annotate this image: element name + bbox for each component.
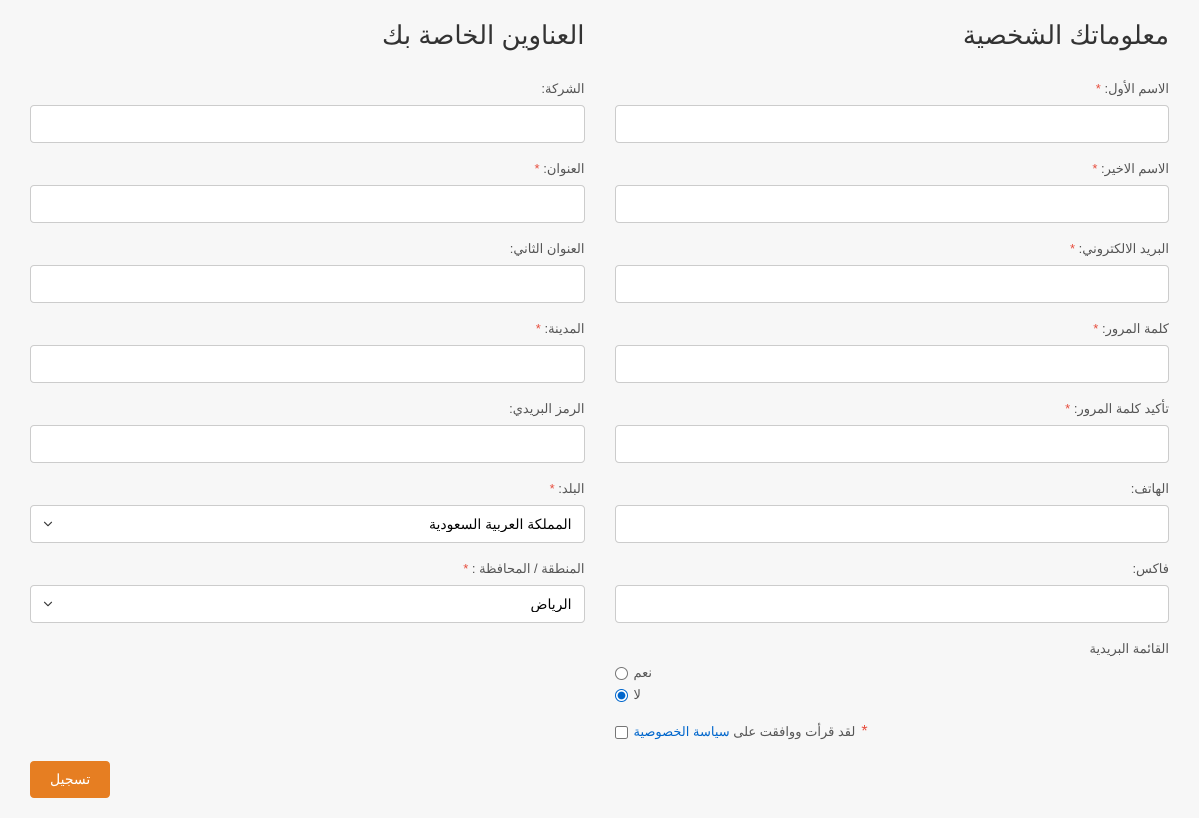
privacy-link[interactable]: سياسة الخصوصية (634, 724, 730, 739)
required-mark: * (1070, 241, 1075, 256)
address-heading: العناوين الخاصة بك (30, 20, 585, 51)
submit-button[interactable]: تسجيل (30, 761, 110, 798)
newsletter-yes-radio[interactable] (615, 667, 628, 680)
personal-info-heading: معلوماتك الشخصية (615, 20, 1170, 51)
address-column: العناوين الخاصة بك الشركة: العنوان: * ال… (30, 20, 585, 741)
password-label: كلمة المرور: * (615, 321, 1170, 337)
region-group: المنطقة / المحافظة : * الرياض (30, 561, 585, 623)
address2-input[interactable] (30, 265, 585, 303)
city-input[interactable] (30, 345, 585, 383)
password-group: كلمة المرور: * (615, 321, 1170, 383)
required-mark: * (463, 561, 468, 576)
password-input[interactable] (615, 345, 1170, 383)
phone-group: الهاتف: (615, 481, 1170, 543)
confirm-password-group: تأكيد كلمة المرور: * (615, 401, 1170, 463)
required-mark: * (550, 481, 555, 496)
company-input[interactable] (30, 105, 585, 143)
country-label: البلد: * (30, 481, 585, 497)
region-label: المنطقة / المحافظة : * (30, 561, 585, 577)
address1-group: العنوان: * (30, 161, 585, 223)
last-name-group: الاسم الاخير: * (615, 161, 1170, 223)
email-group: البريد الالكتروني: * (615, 241, 1170, 303)
newsletter-label: القائمة البريدية (615, 641, 1170, 657)
confirm-password-input[interactable] (615, 425, 1170, 463)
required-mark: * (1096, 81, 1101, 96)
city-group: المدينة: * (30, 321, 585, 383)
required-mark: * (1092, 161, 1097, 176)
first-name-group: الاسم الأول: * (615, 81, 1170, 143)
required-mark: * (1093, 321, 1098, 336)
email-label: البريد الالكتروني: * (615, 241, 1170, 257)
address1-input[interactable] (30, 185, 585, 223)
personal-info-column: معلوماتك الشخصية الاسم الأول: * الاسم ال… (615, 20, 1170, 741)
last-name-input[interactable] (615, 185, 1170, 223)
fax-group: فاكس: (615, 561, 1170, 623)
privacy-label: لقد قرأت ووافقت على سياسة الخصوصية (634, 724, 856, 740)
newsletter-yes-label: نعم (634, 665, 653, 681)
confirm-password-label: تأكيد كلمة المرور: * (615, 401, 1170, 417)
region-select[interactable]: الرياض (30, 585, 585, 623)
email-input[interactable] (615, 265, 1170, 303)
phone-label: الهاتف: (615, 481, 1170, 497)
country-select[interactable]: المملكة العربية السعودية (30, 505, 585, 543)
required-mark: * (536, 321, 541, 336)
privacy-row: * لقد قرأت ووافقت على سياسة الخصوصية (615, 723, 1170, 741)
last-name-label: الاسم الاخير: * (615, 161, 1170, 177)
required-mark: * (861, 723, 867, 741)
address2-group: العنوان الثاني: (30, 241, 585, 303)
company-label: الشركة: (30, 81, 585, 97)
newsletter-no-radio[interactable] (615, 689, 628, 702)
country-group: البلد: * المملكة العربية السعودية (30, 481, 585, 543)
phone-input[interactable] (615, 505, 1170, 543)
city-label: المدينة: * (30, 321, 585, 337)
first-name-label: الاسم الأول: * (615, 81, 1170, 97)
address2-label: العنوان الثاني: (30, 241, 585, 257)
required-mark: * (535, 161, 540, 176)
newsletter-group: القائمة البريدية نعم لا (615, 641, 1170, 703)
postcode-label: الرمز البريدي: (30, 401, 585, 417)
privacy-checkbox[interactable] (615, 726, 628, 739)
postcode-input[interactable] (30, 425, 585, 463)
fax-label: فاكس: (615, 561, 1170, 577)
company-group: الشركة: (30, 81, 585, 143)
postcode-group: الرمز البريدي: (30, 401, 585, 463)
address1-label: العنوان: * (30, 161, 585, 177)
required-mark: * (1065, 401, 1070, 416)
newsletter-no-label: لا (634, 687, 641, 703)
fax-input[interactable] (615, 585, 1170, 623)
first-name-input[interactable] (615, 105, 1170, 143)
